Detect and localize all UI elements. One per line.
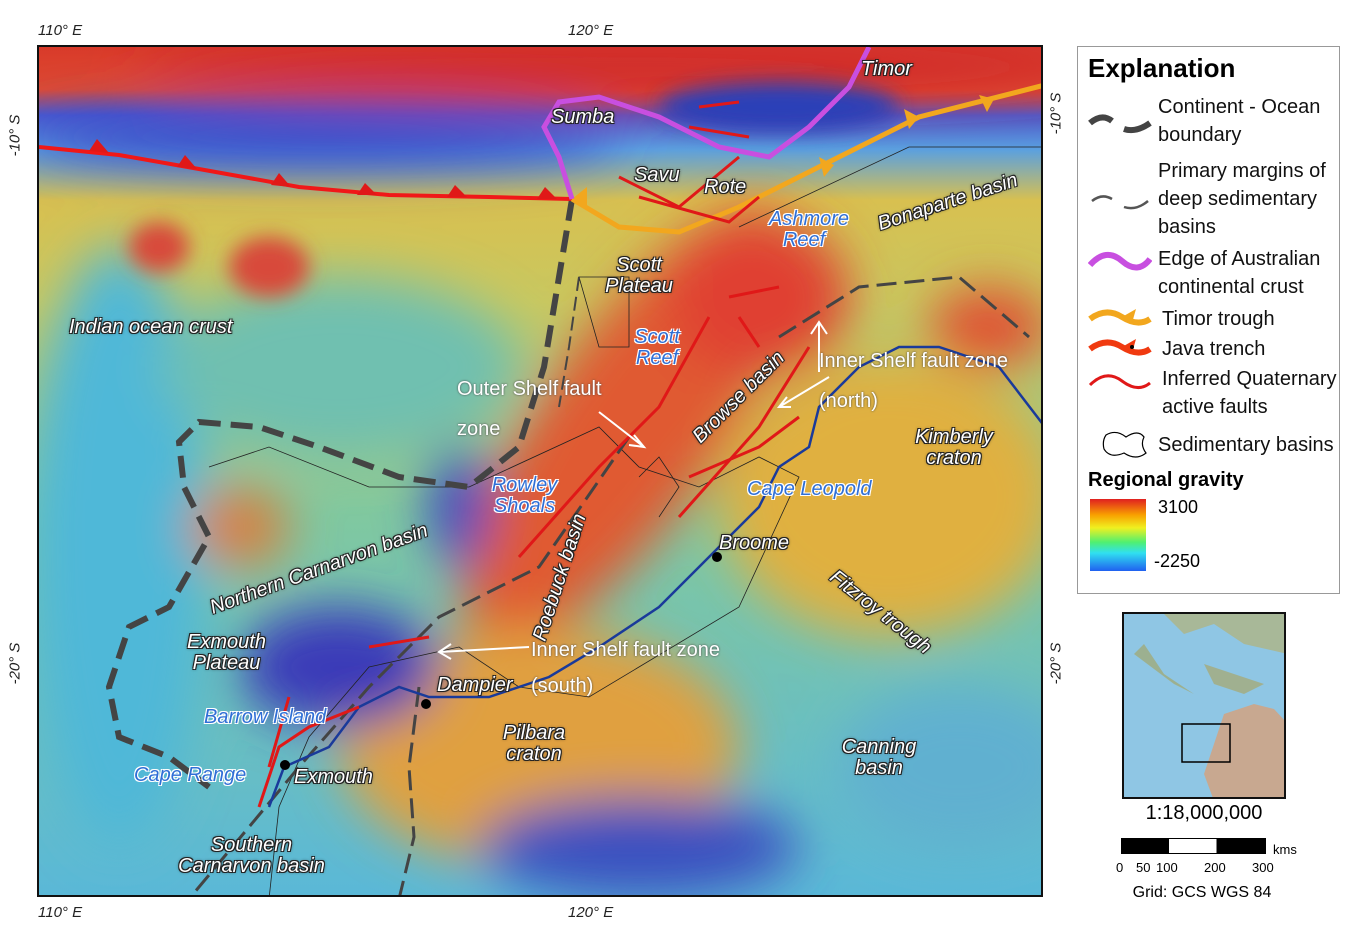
scale-tick: 0 [1116,860,1124,875]
scale-tick: 50 [1136,860,1151,875]
basin-margin-icon [1091,195,1149,210]
bottom-tick-110: 110° E [38,904,83,921]
left-tick-10s: -10° S [6,114,24,157]
bottom-tick-120: 120° E [568,904,614,921]
basin-margin-line [558,276,580,408]
label-timor: Timor [861,58,912,80]
label-pilbara-craton: Pilbara craton [502,722,566,765]
label-inner-shelf-north: Inner Shelf fault zone (north) [819,350,1009,412]
timor-trough-icon [1088,309,1152,326]
legend-item-java-trench: Java trench [1162,338,1266,360]
legend-item-crust-edge: Edge of Australian continental crust [1158,248,1321,298]
left-tick-20s: -20° S [6,642,24,685]
label-cape-leopold: Cape Leopold [747,478,872,500]
basin-margin-line [398,686,421,895]
coastline [267,345,1041,808]
active-fault-icon [1088,374,1151,389]
label-kimberly-craton: Kimberly craton [915,426,993,469]
label-scott-reef: Scott Reef [634,326,680,369]
scale-bar [1121,838,1266,854]
crust-edge-icon [1088,252,1152,271]
label-rowley-shoals: Rowley Shoals [491,474,558,517]
label-indian-ocean-crust: Indian ocean crust [69,316,233,338]
java-trench-icon [1088,339,1152,356]
gravity-map[interactable]: Timor Sumba Savu Rote Ashmore Reef Bonap… [37,45,1043,897]
label-broome: Broome [719,532,790,554]
sedimentary-basin-outlines [208,146,1041,895]
label-ashmore-reef: Ashmore Reef [769,208,850,251]
basin-margin-line [190,436,631,895]
label-exmouth: Exmouth [294,766,373,788]
legend-item-cob: Continent - Ocean boundary [1158,96,1321,146]
label-canning-basin: Canning basin [841,736,917,779]
scale-tick: 100 [1156,860,1178,875]
legend-title: Explanation [1088,53,1236,83]
top-tick-110: 110° E [38,22,83,39]
gravity-max: 3100 [1158,497,1199,517]
label-barrow-island: Barrow Island [204,706,327,728]
quaternary-faults [257,100,811,808]
label-outer-shelf-fault-zone: Outer Shelf fault zone [457,378,602,440]
java-trench-barbs [89,139,557,199]
label-exmouth-plateau: Exmouth Plateau [187,631,266,674]
gravity-color-ramp [1090,499,1146,571]
label-cape-range: Cape Range [134,764,247,786]
label-sumba: Sumba [551,106,615,128]
top-tick-120: 120° E [568,22,614,39]
legend-item-active-faults: Inferred Quaternary active faults [1162,368,1337,418]
legend-item-basin-margins: Primary margins of deep sedimentary basi… [1158,160,1326,238]
right-tick-10s: -10° S [1047,92,1065,135]
scale-unit: kms [1273,842,1297,857]
label-rote: Rote [704,176,747,198]
locator-inset-map [1122,612,1286,799]
basin-margin-line [778,275,1030,339]
gravity-min: -2250 [1154,551,1201,571]
sedimentary-basin-icon [1102,431,1147,458]
cob-line-icon [1088,114,1152,134]
label-dampier: Dampier [437,674,513,696]
label-scott-plateau: Scott Plateau [605,254,673,297]
label-inner-shelf-south: Inner Shelf fault zone (south) [531,639,721,697]
scale-tick: 300 [1252,860,1274,875]
grid-system: Grid: GCS WGS 84 [1132,884,1272,901]
label-savu: Savu [634,164,680,186]
continent-ocean-boundary [105,198,575,790]
legend-item-sedimentary-basins: Sedimentary basins [1158,434,1334,456]
continental-crust-edge [541,47,872,200]
legend-item-timor-trough: Timor trough [1162,308,1275,330]
gravity-title: Regional gravity [1088,469,1244,491]
scale-tick: 200 [1204,860,1226,875]
label-southern-carnarvon-basin: Southern Carnarvon basin [178,834,325,877]
map-scale: 1:18,000,000 [1145,802,1263,824]
legend: Explanation Continent - Ocean boundary P… [1077,46,1340,594]
java-trench [39,145,573,201]
right-tick-20s: -20° S [1047,642,1065,685]
